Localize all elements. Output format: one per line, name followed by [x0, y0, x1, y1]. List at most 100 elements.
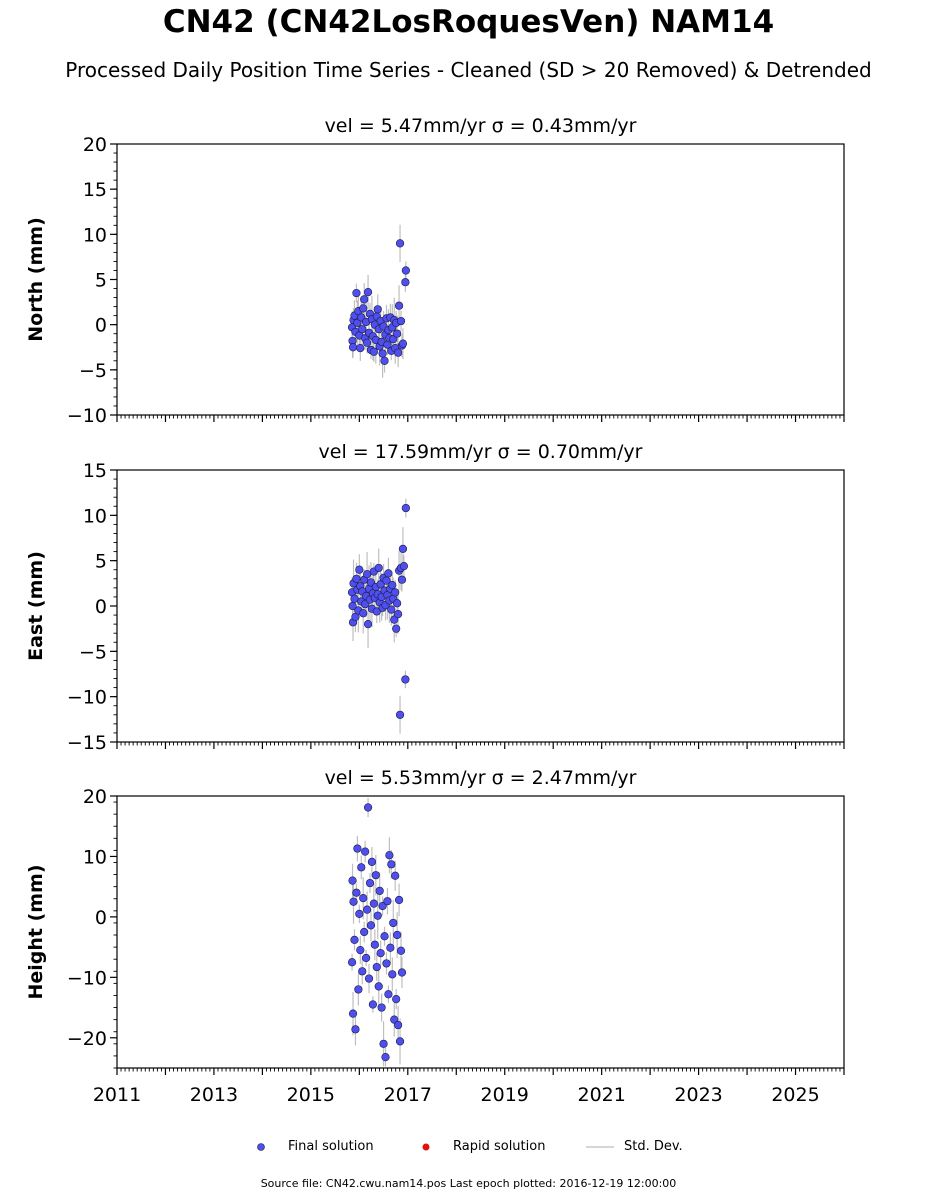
data-point — [386, 943, 395, 952]
data-point — [362, 905, 372, 914]
data-point — [372, 962, 381, 972]
data-point — [395, 710, 405, 719]
legend-rapid-marker — [422, 1143, 430, 1151]
data-point — [348, 1009, 358, 1018]
data-point — [368, 1000, 378, 1009]
data-point — [393, 329, 402, 338]
panel-title-3: vel = 5.53mm/yr σ = 2.47mm/yr — [325, 767, 637, 789]
legend-std-line — [586, 1146, 614, 1148]
data-point — [395, 1037, 405, 1046]
y-tick-label-1-4: 10 — [83, 224, 107, 246]
y-tick-label-2-6: 15 — [83, 460, 107, 482]
data-point — [394, 301, 404, 310]
x-tick-label-0: 2011 — [93, 1084, 141, 1106]
data-point — [349, 897, 358, 906]
data-point — [391, 871, 400, 880]
data-point — [388, 581, 397, 590]
data-point — [387, 605, 396, 614]
data-point — [365, 878, 375, 888]
legend-final-marker — [257, 1143, 265, 1151]
data-point — [362, 338, 372, 347]
data-point — [366, 921, 376, 930]
data-point — [398, 339, 408, 348]
figure-subtitle: Processed Daily Position Time Series - C… — [65, 58, 872, 82]
y-tick-label-2-1: −10 — [67, 687, 107, 709]
data-point — [359, 304, 368, 313]
x-tick-label-6: 2023 — [674, 1084, 722, 1106]
axes-frame-3 — [116, 795, 845, 1069]
data-point — [398, 544, 408, 553]
data-point — [376, 949, 385, 958]
y-tick-label-2-0: −15 — [67, 732, 107, 754]
data-point — [394, 1020, 403, 1030]
data-point — [401, 503, 410, 513]
data-point — [389, 918, 398, 928]
data-point — [388, 970, 397, 979]
data-point — [357, 863, 366, 872]
data-point — [352, 288, 361, 298]
data-point — [362, 570, 372, 579]
data-point — [364, 974, 374, 983]
data-point — [392, 994, 401, 1004]
y-tick-label-1-2: 0 — [95, 315, 107, 337]
data-point — [360, 927, 369, 937]
data-point — [371, 871, 380, 880]
data-point — [362, 953, 371, 963]
y-tick-label-2-4: 5 — [95, 551, 107, 573]
y-tick-label-2-3: 0 — [95, 596, 107, 618]
data-point — [374, 563, 383, 573]
data-point — [347, 958, 357, 967]
y-tick-label-1-3: 5 — [95, 270, 107, 292]
data-point — [373, 305, 382, 314]
data-point — [352, 574, 361, 583]
data-point — [348, 343, 358, 352]
y-tick-label-3-3: 10 — [83, 846, 107, 868]
data-point — [372, 607, 381, 616]
data-point — [363, 288, 373, 297]
x-tick-label-2: 2015 — [287, 1084, 335, 1106]
data-point — [350, 935, 359, 944]
data-point — [397, 575, 407, 584]
y-tick-label-3-1: −10 — [67, 967, 107, 989]
data-point — [382, 959, 391, 968]
panel-title-1: vel = 5.47mm/yr σ = 0.43mm/yr — [325, 115, 637, 137]
figure-title: CN42 (CN42LosRoquesVen) NAM14 — [162, 4, 775, 40]
y-tick-label-1-5: 15 — [83, 179, 107, 201]
data-point — [393, 930, 402, 940]
data-point — [401, 266, 410, 275]
x-tick-label-1: 2013 — [190, 1084, 238, 1106]
data-point — [369, 347, 378, 356]
data-point — [370, 940, 379, 949]
data-point — [393, 599, 402, 608]
data-point — [374, 982, 383, 991]
data-point — [348, 876, 357, 885]
x-tick-label-4: 2019 — [481, 1084, 529, 1106]
data-point — [381, 1053, 390, 1062]
y-tick-label-3-2: 0 — [95, 907, 107, 929]
data-point — [379, 1039, 388, 1048]
source-note: Source file: CN42.cwu.nam14.pos Last epo… — [260, 1177, 677, 1190]
data-point — [397, 968, 407, 977]
data-point — [350, 594, 359, 603]
data-point — [355, 565, 364, 574]
panel-title-2: vel = 17.59mm/yr σ = 0.70mm/yr — [319, 441, 643, 463]
data-point — [396, 946, 406, 955]
data-point — [384, 990, 393, 999]
legend-final-label: Final solution — [288, 1139, 374, 1154]
data-point — [401, 675, 410, 684]
data-point — [395, 239, 405, 248]
data-point — [378, 349, 387, 358]
data-point — [367, 857, 377, 866]
x-tick-label-3: 2017 — [384, 1084, 432, 1106]
data-point — [392, 624, 401, 633]
data-point — [363, 803, 373, 812]
data-point — [356, 344, 365, 353]
x-tick-label-7: 2025 — [771, 1084, 819, 1106]
y-tick-label-1-0: −10 — [67, 405, 107, 427]
legend: Final solution Rapid solution Std. Dev. — [0, 1138, 937, 1158]
y-tick-label-1-1: −5 — [79, 360, 107, 382]
data-point — [394, 610, 403, 619]
y-axis-label-2: East (mm) — [25, 551, 47, 661]
data-point — [394, 348, 403, 357]
